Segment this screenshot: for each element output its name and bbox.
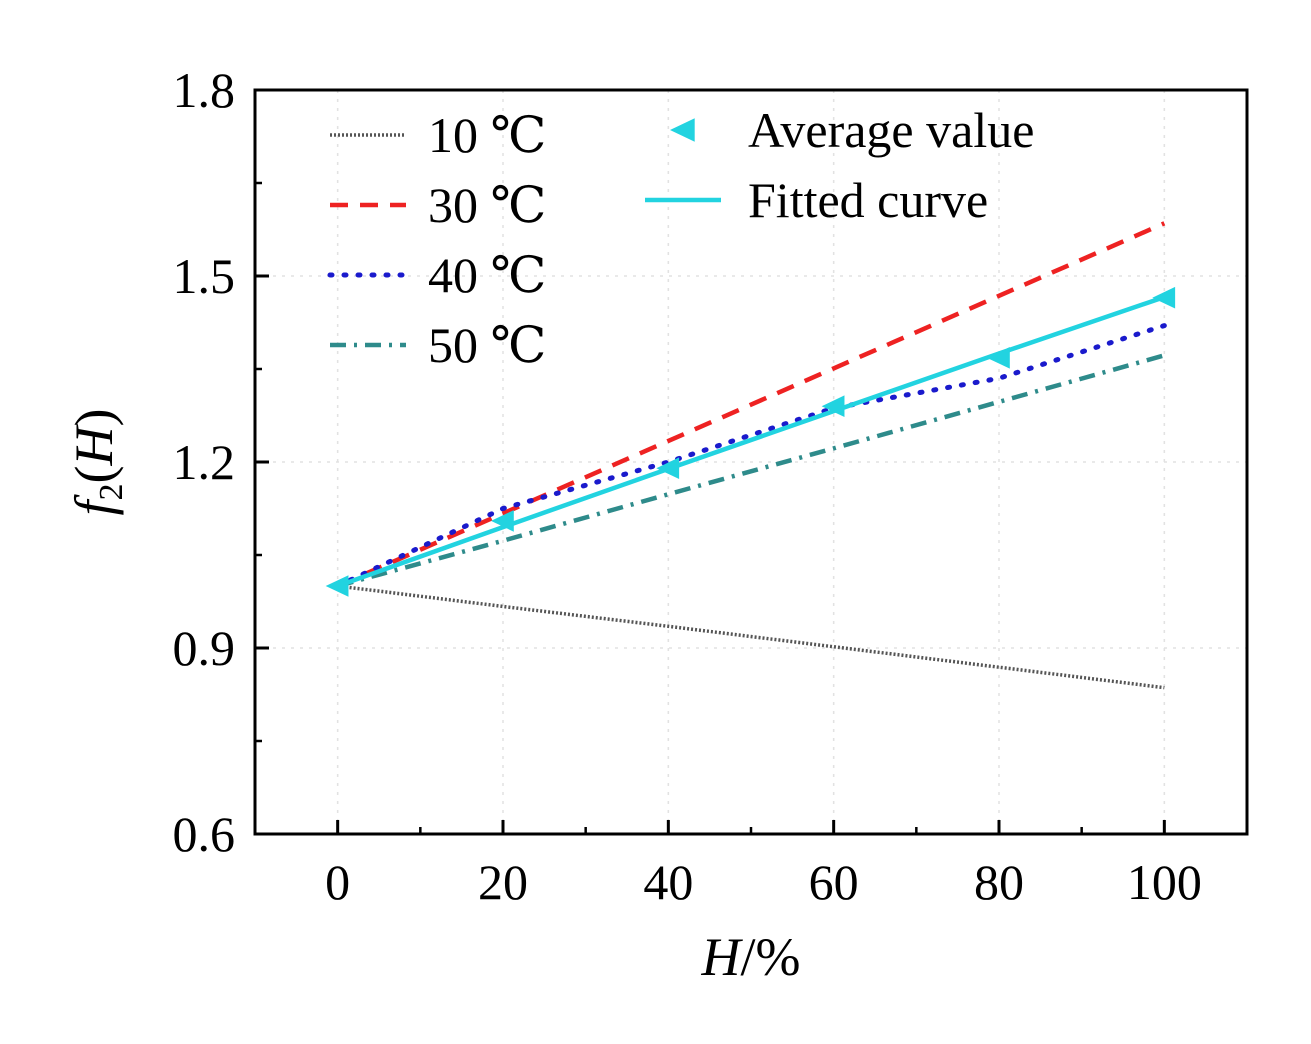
x-tick-label: 80 xyxy=(974,854,1024,910)
y-tick-label: 1.5 xyxy=(173,248,236,304)
x-tick-label: 60 xyxy=(809,854,859,910)
y-tick-label: 1.2 xyxy=(173,434,236,490)
x-tick-label: 40 xyxy=(643,854,693,910)
legend-label: 30 ℃ xyxy=(428,177,546,233)
x-tick-label: 0 xyxy=(325,854,350,910)
tick-layer: 0 20 40 60 80 100 0.6 0.9 1.2 1.5 1.8 xyxy=(173,62,1249,910)
series-line-fitted-curve xyxy=(336,294,1166,589)
legend-label: Average value xyxy=(748,102,1034,158)
average-value-marker xyxy=(325,575,349,597)
series-line-10 xyxy=(337,584,1165,690)
legend-label: 50 ℃ xyxy=(428,317,546,373)
legend-label: 10 ℃ xyxy=(428,107,546,163)
y-tick-label: 0.9 xyxy=(173,620,236,676)
series-line-30 xyxy=(336,221,1166,589)
y-tick-label: 1.8 xyxy=(173,62,236,118)
legend-marker-average-value xyxy=(670,118,695,142)
x-tick-label: 20 xyxy=(478,854,528,910)
series-line-40 xyxy=(335,323,1167,589)
series-layer xyxy=(325,221,1176,690)
legend-label: Fitted curve xyxy=(748,172,988,228)
x-tick-label: 100 xyxy=(1127,854,1202,910)
series-line-50 xyxy=(337,353,1165,589)
legend-label: 40 ℃ xyxy=(428,247,546,303)
legend: 10 ℃ 30 ℃ 40 ℃ 50 ℃ Average value Fitted curv… xyxy=(327,102,1034,373)
x-axis-title: H/% xyxy=(701,927,801,987)
y-axis-title: f2(H) xyxy=(64,409,130,516)
y-tick-label: 0.6 xyxy=(173,806,236,862)
